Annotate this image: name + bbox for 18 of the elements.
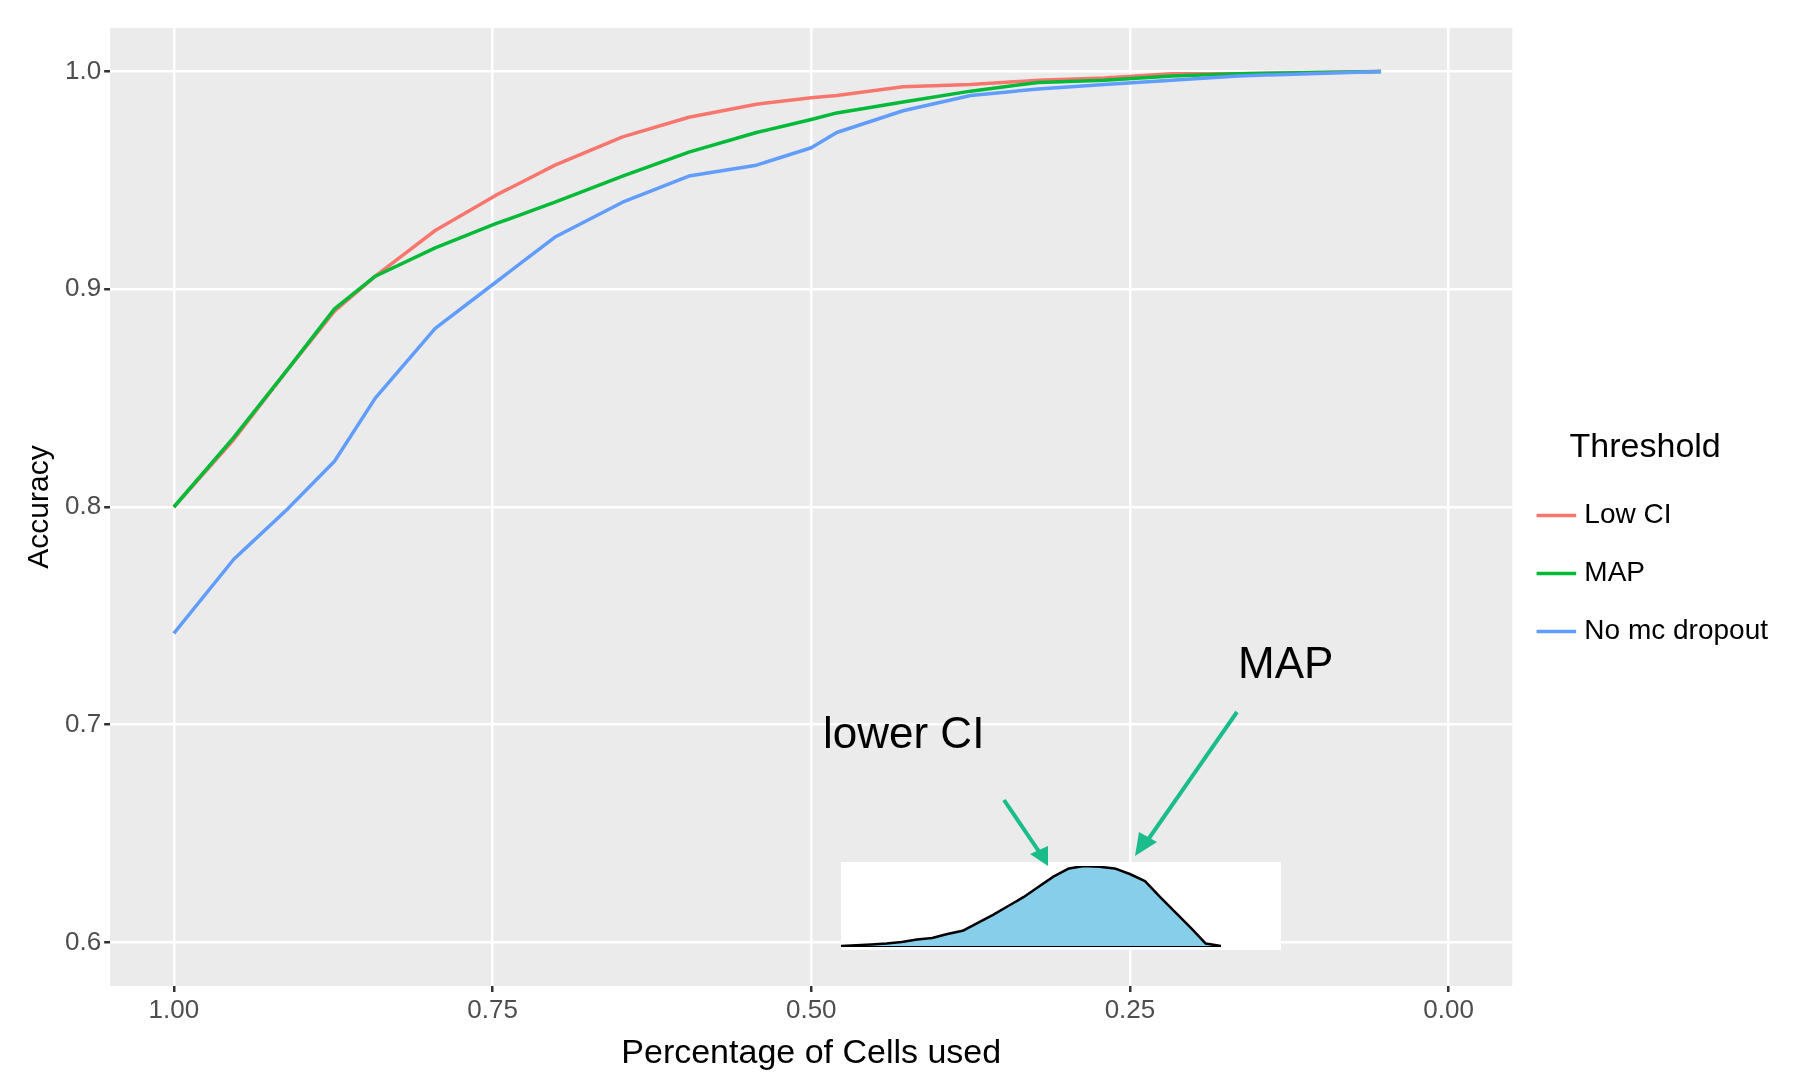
legend-title: Threshold xyxy=(1569,425,1721,464)
x-tick-label: 0.75 xyxy=(467,993,518,1024)
x-tick-label: 0.00 xyxy=(1423,993,1474,1024)
legend-label: MAP xyxy=(1584,556,1646,588)
y-tick-label: 1.0 xyxy=(64,54,102,85)
x-tick-label: 0.50 xyxy=(785,993,837,1024)
y-tick-label: 0.6 xyxy=(64,925,102,956)
annotation: MAP xyxy=(1238,638,1334,688)
y-tick-label: 0.7 xyxy=(64,707,102,738)
x-tick-label: 0.25 xyxy=(1104,993,1156,1024)
y-tick-label: 0.9 xyxy=(64,272,102,303)
x-axis-title: Percentage of Cells used xyxy=(621,1031,1002,1070)
annotation: lower CI xyxy=(823,708,985,758)
legend-label: No mc dropout xyxy=(1584,614,1769,646)
x-tick-label: 1.00 xyxy=(148,993,200,1024)
y-tick-label: 0.8 xyxy=(64,490,102,521)
legend-label: Low CI xyxy=(1584,498,1672,530)
y-axis-title: Accuracy xyxy=(21,445,55,569)
